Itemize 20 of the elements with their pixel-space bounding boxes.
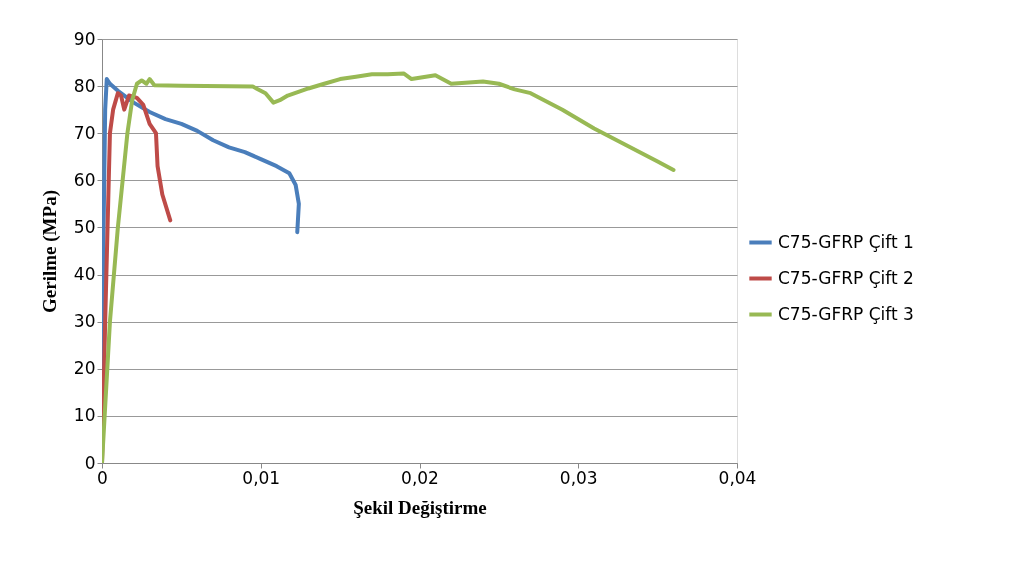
x-axis-title: Şekil Değiştirme: [353, 496, 487, 518]
y-tick-label: 80: [73, 75, 96, 96]
y-tick-label: 60: [73, 169, 96, 190]
y-tick-label: 50: [73, 216, 96, 237]
legend-label: C75-GFRP Çift 1: [778, 231, 914, 252]
y-tick-label: 40: [73, 264, 96, 285]
x-tick-label: 0,02: [401, 467, 439, 488]
y-tick-label: 70: [73, 122, 96, 143]
y-tick-label: 30: [73, 311, 96, 332]
y-tick-label: 20: [73, 358, 96, 379]
x-tick-label: 0,04: [718, 467, 757, 488]
legend-label: C75-GFRP Çift 2: [778, 267, 914, 288]
y-tick-label: 90: [73, 28, 96, 49]
y-tick-label: 0: [84, 452, 96, 473]
y-tick-label: 10: [73, 405, 96, 426]
x-tick-label: 0,03: [559, 467, 598, 488]
line-series: [102, 71, 676, 463]
x-tick-label: 0,01: [242, 467, 281, 488]
y-axis-title: Gerilme (MPa): [38, 190, 61, 313]
legend-label: C75-GFRP Çift 3: [778, 303, 914, 324]
